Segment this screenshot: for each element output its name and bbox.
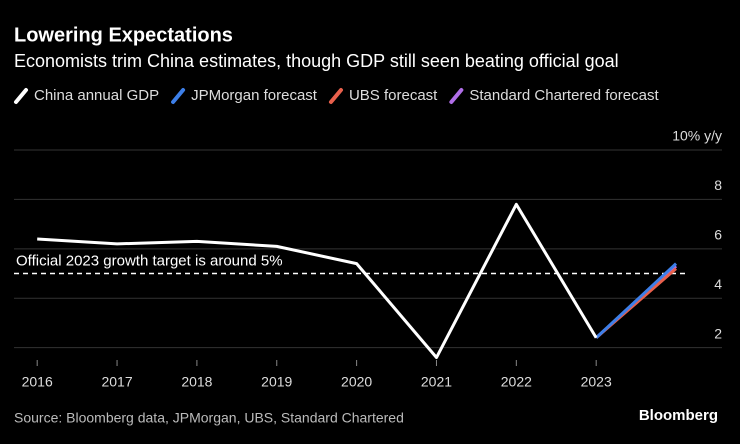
x-tick-label: 2022 — [501, 374, 532, 390]
x-tick-label: 2023 — [581, 374, 612, 390]
chart-title: Lowering Expectations — [14, 24, 233, 46]
legend-swatch — [14, 88, 28, 104]
legend-swatch — [328, 88, 343, 104]
brand: Bloomberg — [639, 407, 718, 424]
x-tick-label: 2020 — [341, 374, 372, 390]
x-tick-label: 2016 — [22, 374, 53, 390]
y-tick-label: 6 — [714, 227, 722, 243]
series-line — [595, 262, 678, 339]
x-tick-label: 2021 — [421, 374, 452, 390]
x-tick-label: 2017 — [101, 374, 132, 390]
y-tick-label: 8 — [714, 177, 722, 193]
series-line — [37, 202, 598, 360]
legend-label: JPMorgan forecast — [191, 87, 318, 104]
source: Source: Bloomberg data, JPMorgan, UBS, S… — [14, 410, 404, 426]
legend-swatch — [449, 88, 464, 104]
y-tick-label: 10% y/y — [672, 128, 722, 144]
legend-label: UBS forecast — [349, 87, 438, 104]
legend-swatch — [171, 88, 186, 104]
legend-label: China annual GDP — [34, 87, 159, 104]
x-tick-label: 2018 — [181, 374, 212, 390]
x-tick-label: 2019 — [261, 374, 292, 390]
y-tick-label: 2 — [714, 325, 722, 341]
legend: China annual GDP JPMorgan forecast UBS for… — [14, 87, 659, 104]
legend-label: Standard Chartered forecast — [469, 87, 659, 104]
y-tick-label: 4 — [714, 276, 722, 292]
annotation: Official 2023 growth target is around 5% — [16, 252, 283, 269]
chart-subtitle: Economists trim China estimates, though … — [14, 51, 619, 71]
